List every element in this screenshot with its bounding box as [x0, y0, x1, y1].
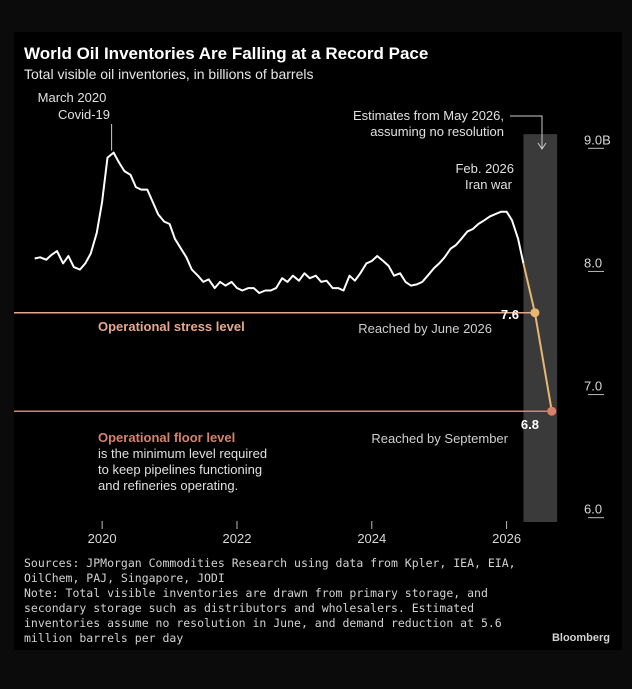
iran-label-event: Iran war — [465, 177, 513, 192]
note-line: inventories assume no resolution in June… — [24, 616, 502, 630]
floor-description-2: to keep pipelines functioning — [98, 462, 262, 477]
floor-description-1: is the minimum level required — [98, 446, 267, 461]
sources-line: OilChem, PAJ, Singapore, JODI — [24, 571, 225, 585]
stress-point — [530, 308, 540, 318]
note-line: Note: Total visible inventories are draw… — [24, 586, 488, 600]
sources-line: Sources: JPMorgan Commodities Research u… — [24, 556, 516, 570]
estimates-arrow-icon — [537, 142, 547, 150]
floor-level-label: Operational floor level — [98, 430, 235, 445]
chart-subtitle: Total visible oil inventories, in billio… — [24, 66, 314, 82]
x-tick-label: 2024 — [357, 531, 386, 546]
x-tick-label: 2026 — [492, 531, 521, 546]
estimates-label-2: assuming no resolution — [370, 124, 504, 139]
y-tick-label: 6.0 — [584, 502, 602, 517]
x-tick-label: 2020 — [88, 531, 117, 546]
covid-label-date: March 2020 — [38, 90, 107, 105]
note-line: secondary storage such as distributors a… — [24, 601, 475, 615]
forecast-band — [523, 134, 558, 522]
stress-level-label: Operational stress level — [98, 319, 245, 334]
y-tick-label: 9.0B — [584, 132, 611, 147]
note-line: million barrels per day — [24, 631, 184, 645]
covid-label-event: Covid-19 — [58, 107, 110, 122]
floor-reached-label: Reached by September — [371, 431, 508, 446]
history-series-line — [34, 151, 525, 294]
stress-value-label: 7.6 — [501, 307, 519, 322]
sources-note: Sources: JPMorgan Commodities Research u… — [24, 556, 544, 646]
brand-logo: Bloomberg — [551, 632, 610, 644]
inventory-chart: March 2020 Covid-19 Estimates from May 2… — [14, 90, 611, 546]
chart-title: World Oil Inventories Are Falling at a R… — [24, 44, 429, 63]
x-axis: 2020 2022 2024 2026 — [88, 521, 521, 546]
estimates-label-1: Estimates from May 2026, — [353, 108, 504, 123]
y-tick-label: 7.0 — [584, 379, 602, 394]
floor-point — [547, 406, 557, 416]
stress-reached-label: Reached by June 2026 — [358, 321, 492, 336]
floor-description-3: and refineries operating. — [98, 478, 238, 493]
y-axis: 6.0 7.0 8.0 9.0B — [584, 132, 611, 519]
x-tick-label: 2022 — [223, 531, 252, 546]
floor-value-label: 6.8 — [521, 417, 539, 432]
estimates-leader-line — [510, 115, 543, 148]
y-tick-label: 8.0 — [584, 255, 602, 270]
iran-label-date: Feb. 2026 — [455, 161, 514, 176]
chart-card: World Oil Inventories Are Falling at a R… — [14, 32, 622, 650]
